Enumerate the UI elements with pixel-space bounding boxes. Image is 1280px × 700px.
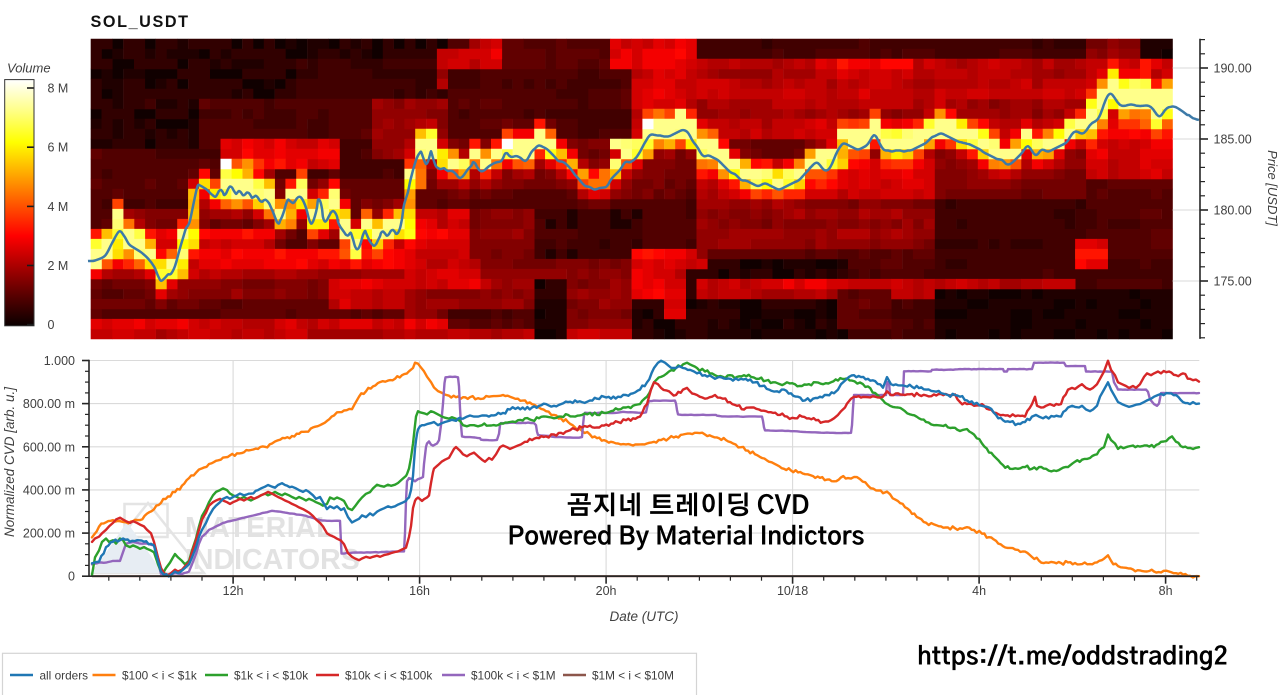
svg-text:16h: 16h <box>409 584 430 598</box>
svg-text:4 M: 4 M <box>48 200 69 214</box>
svg-text:190.00: 190.00 <box>1214 62 1252 76</box>
svg-text:10/18: 10/18 <box>777 584 808 598</box>
svg-text:175.00: 175.00 <box>1214 275 1252 289</box>
svg-text:1.000: 1.000 <box>44 354 75 368</box>
svg-text:Price [USDT]: Price [USDT] <box>1265 150 1280 226</box>
svg-text:185.00: 185.00 <box>1214 133 1252 147</box>
svg-text:0: 0 <box>48 318 55 332</box>
svg-text:180.00: 180.00 <box>1214 204 1252 218</box>
svg-text:8h: 8h <box>1159 584 1173 598</box>
svg-text:600.00 m: 600.00 m <box>23 440 75 454</box>
svg-text:$1M < i < $10M: $1M < i < $10M <box>592 669 674 683</box>
svg-text:$10k < i < $100k: $10k < i < $100k <box>345 669 432 683</box>
svg-text:12h: 12h <box>223 584 244 598</box>
svg-text:Date (UTC): Date (UTC) <box>609 609 678 624</box>
svg-text:200.00 m: 200.00 m <box>23 527 75 541</box>
svg-text:Volume: Volume <box>7 61 51 76</box>
svg-text:all orders: all orders <box>40 669 89 683</box>
svg-text:400.00 m: 400.00 m <box>23 483 75 497</box>
svg-text:800.00 m: 800.00 m <box>23 397 75 411</box>
svg-text:0: 0 <box>68 570 75 584</box>
svg-text:8 M: 8 M <box>48 82 69 96</box>
svg-text:Normalized CVD [arb. u.]: Normalized CVD [arb. u.] <box>2 386 17 537</box>
svg-text:$1k < i < $10k: $1k < i < $10k <box>234 669 308 683</box>
svg-text:$100 < i < $1k: $100 < i < $1k <box>122 669 197 683</box>
svg-text:20h: 20h <box>596 584 617 598</box>
svg-text:6 M: 6 M <box>48 141 69 155</box>
svg-text:INDICATORS: INDICATORS <box>185 544 360 576</box>
svg-text:SOL_USDT: SOL_USDT <box>91 13 190 31</box>
svg-text:$100k < i < $1M: $100k < i < $1M <box>471 669 556 683</box>
svg-text:4h: 4h <box>972 584 986 598</box>
svg-text:2 M: 2 M <box>48 259 69 273</box>
